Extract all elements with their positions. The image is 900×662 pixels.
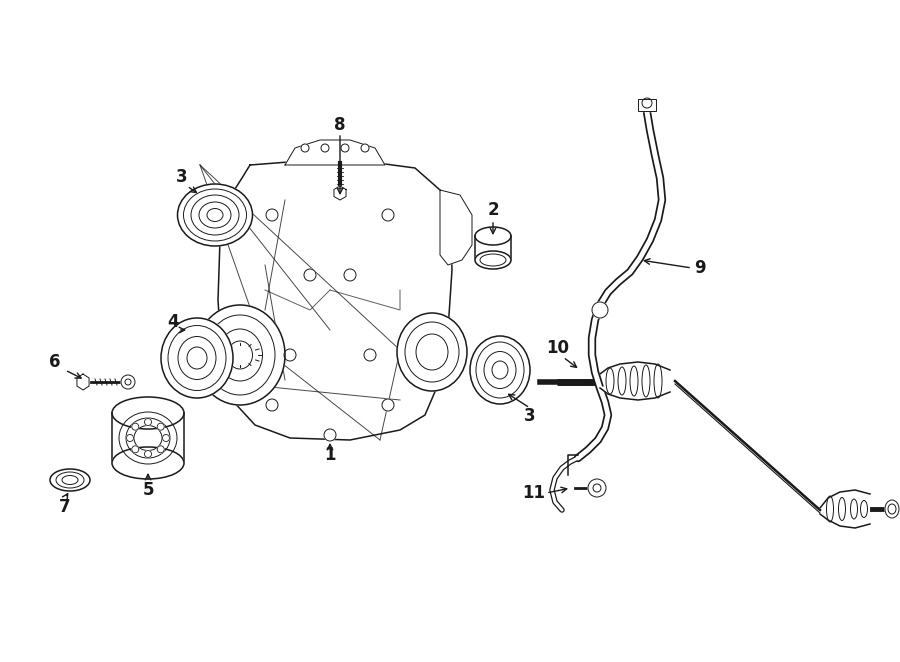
- Ellipse shape: [131, 446, 139, 453]
- Ellipse shape: [885, 500, 899, 518]
- Polygon shape: [334, 186, 346, 200]
- Circle shape: [382, 399, 394, 411]
- Polygon shape: [820, 490, 870, 528]
- Circle shape: [121, 375, 135, 389]
- Ellipse shape: [195, 305, 285, 405]
- Circle shape: [588, 479, 606, 497]
- Circle shape: [341, 144, 349, 152]
- Ellipse shape: [470, 336, 530, 404]
- Ellipse shape: [112, 397, 184, 429]
- Text: 3: 3: [176, 168, 188, 186]
- Text: 6: 6: [50, 353, 61, 371]
- Circle shape: [266, 209, 278, 221]
- Ellipse shape: [158, 423, 164, 430]
- Ellipse shape: [112, 447, 184, 479]
- Text: 10: 10: [546, 339, 570, 357]
- Ellipse shape: [397, 313, 467, 391]
- Circle shape: [284, 349, 296, 361]
- Polygon shape: [76, 374, 89, 390]
- Ellipse shape: [475, 227, 511, 245]
- Ellipse shape: [50, 469, 90, 491]
- Text: 7: 7: [59, 498, 71, 516]
- Polygon shape: [218, 158, 452, 440]
- Text: 11: 11: [523, 484, 545, 502]
- Text: 4: 4: [167, 313, 179, 331]
- Text: 3: 3: [524, 407, 536, 425]
- Circle shape: [301, 144, 309, 152]
- Circle shape: [382, 209, 394, 221]
- Circle shape: [592, 302, 608, 318]
- Polygon shape: [285, 140, 385, 165]
- Polygon shape: [440, 190, 472, 265]
- Ellipse shape: [161, 318, 233, 398]
- Circle shape: [304, 269, 316, 281]
- Circle shape: [642, 98, 652, 108]
- Circle shape: [361, 144, 369, 152]
- Circle shape: [324, 429, 336, 441]
- Circle shape: [364, 349, 376, 361]
- Text: 9: 9: [694, 259, 706, 277]
- Ellipse shape: [177, 184, 253, 246]
- FancyBboxPatch shape: [638, 99, 656, 111]
- Ellipse shape: [158, 446, 164, 453]
- Ellipse shape: [145, 451, 151, 457]
- Ellipse shape: [475, 251, 511, 269]
- Ellipse shape: [131, 423, 139, 430]
- Text: 2: 2: [487, 201, 499, 219]
- Ellipse shape: [127, 434, 133, 442]
- Circle shape: [344, 269, 356, 281]
- Ellipse shape: [163, 434, 169, 442]
- Circle shape: [321, 144, 329, 152]
- Text: 5: 5: [142, 481, 154, 499]
- Text: 1: 1: [324, 446, 336, 464]
- Circle shape: [266, 399, 278, 411]
- Text: 8: 8: [334, 116, 346, 134]
- Ellipse shape: [145, 418, 151, 426]
- Polygon shape: [600, 362, 670, 400]
